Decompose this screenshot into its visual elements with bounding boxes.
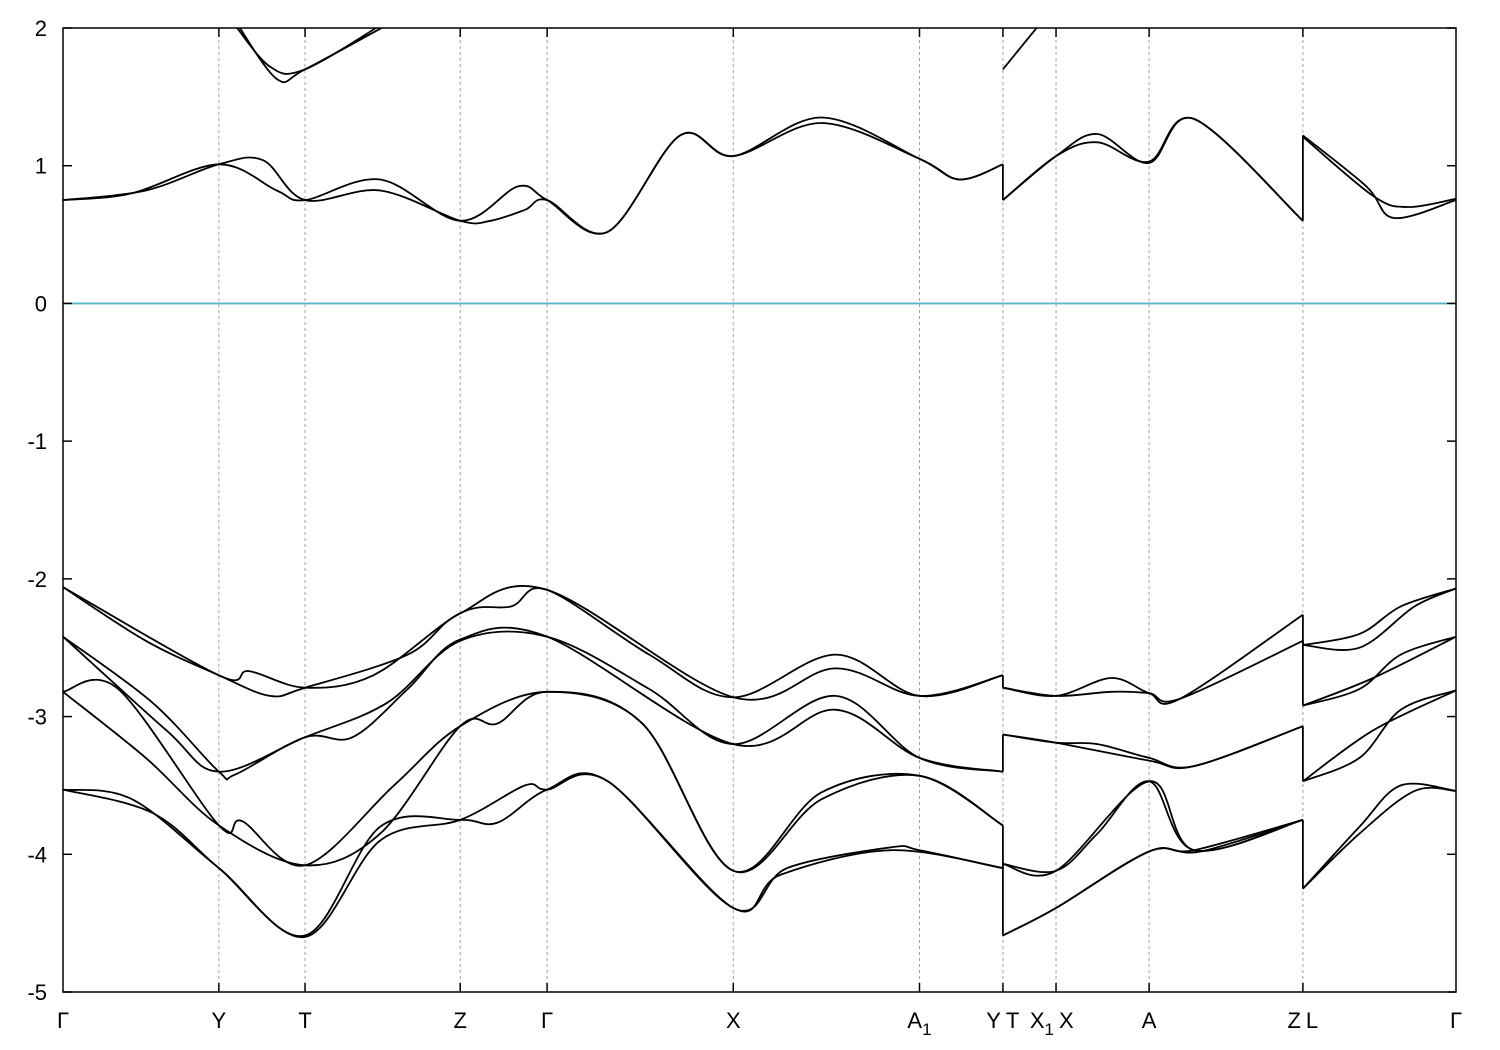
band-line — [63, 772, 1004, 937]
band-line — [63, 116, 1004, 235]
band-line — [63, 122, 1004, 235]
band-line — [1002, 613, 1304, 705]
y-tick-label: -4 — [27, 842, 47, 867]
kpoint-label: Γ — [57, 1008, 69, 1033]
vertical-grid-lines — [218, 28, 1304, 992]
band-line — [1302, 587, 1456, 651]
band-line — [236, 28, 378, 75]
band-line — [1302, 587, 1456, 646]
band-line — [1302, 689, 1456, 783]
y-tick-label: 0 — [35, 291, 47, 316]
y-tick-labels: 2 1 0 -1 -2 -3 -4 -5 — [27, 16, 47, 1005]
band-line — [1002, 639, 1304, 703]
band-line — [63, 630, 1004, 773]
band-line — [1002, 28, 1038, 70]
kpoint-label: X — [726, 1008, 741, 1033]
kpoint-label: Y — [212, 1008, 227, 1033]
y-tick-label: -3 — [27, 705, 47, 730]
band-line — [1002, 819, 1304, 937]
kpoint-label: Γ — [1450, 1008, 1462, 1033]
kpoint-label: Z — [453, 1008, 466, 1033]
band-line — [1302, 136, 1456, 208]
band-line — [1002, 725, 1304, 770]
band-line — [63, 585, 1004, 701]
band-line — [1302, 134, 1456, 219]
band-lines — [63, 28, 1456, 938]
band-line — [1302, 635, 1456, 707]
y-tick-label: -1 — [27, 429, 47, 454]
kpoint-label: L — [1306, 1008, 1318, 1033]
kpoint-label: Z — [1287, 1008, 1300, 1033]
kpoint-label: Γ — [541, 1008, 553, 1033]
y-tick-label: -2 — [27, 567, 47, 592]
band-line — [63, 678, 1004, 873]
band-line — [1002, 780, 1304, 877]
kpoint-label: T — [1006, 1008, 1019, 1033]
band-line — [63, 586, 1004, 699]
band-line — [1302, 786, 1456, 890]
kpoint-label: T — [298, 1008, 311, 1033]
band-line — [1302, 689, 1456, 783]
band-line — [1302, 782, 1456, 890]
axis-ticks — [63, 27, 1456, 993]
band-line — [1002, 780, 1304, 873]
kpoint-label: A1 — [907, 1008, 931, 1039]
kpoint-label: Y — [986, 1008, 1001, 1033]
plot-frame — [62, 27, 1457, 993]
y-tick-label: 1 — [35, 154, 47, 179]
kpoint-label: X1 — [1030, 1008, 1054, 1039]
y-tick-label: -5 — [27, 980, 47, 1005]
band-line — [1002, 116, 1304, 222]
y-tick-label: 2 — [35, 16, 47, 41]
kpoint-label: A — [1142, 1008, 1157, 1033]
band-line — [1002, 116, 1304, 222]
kpoint-label: X — [1059, 1008, 1074, 1033]
band-line — [63, 626, 1004, 781]
band-line — [1302, 635, 1456, 707]
band-line — [238, 28, 384, 84]
x-tick-labels: Γ Y T Z Γ X A1 Y T X1 X A Z L Γ — [57, 1008, 1462, 1039]
